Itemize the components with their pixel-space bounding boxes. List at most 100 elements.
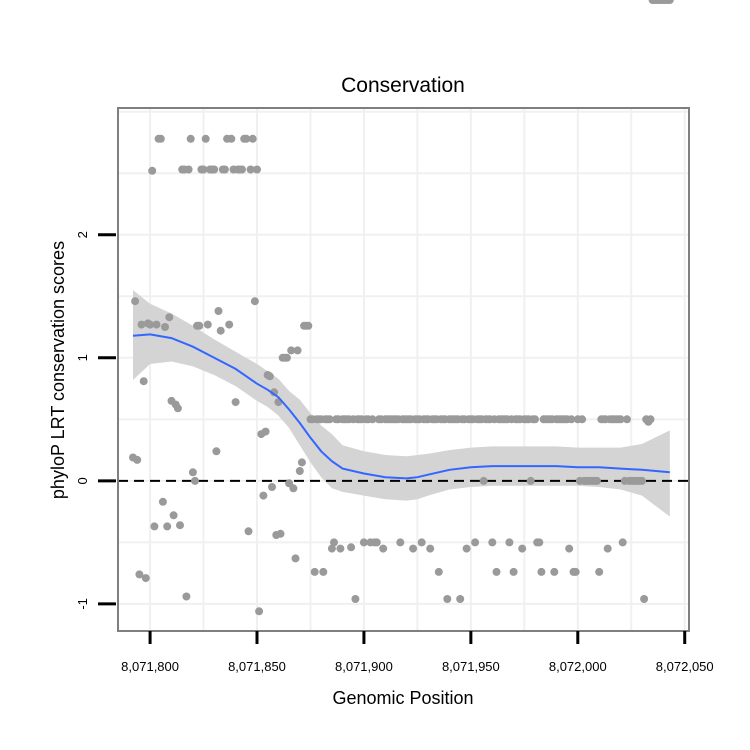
data-point (565, 544, 574, 553)
x-tick-label: 8,072,050 (656, 659, 714, 674)
data-point (567, 415, 576, 424)
data-point (173, 404, 182, 413)
x-tick-label: 8,072,000 (549, 659, 607, 674)
data-point (379, 544, 388, 553)
data-point (225, 320, 234, 329)
y-axis-title: phyloP LRT conservation scores (48, 241, 68, 499)
data-point (182, 592, 191, 601)
data-point (227, 134, 236, 143)
data-point (176, 521, 184, 530)
data-point (216, 326, 225, 335)
data-point (148, 166, 157, 175)
data-point (231, 398, 240, 407)
data-point (220, 165, 229, 174)
panel-border (117, 107, 690, 632)
data-point (426, 544, 435, 553)
data-point (537, 567, 546, 576)
data-point (417, 538, 426, 547)
data-point (434, 567, 443, 576)
x-tick-label: 8,071,800 (121, 659, 179, 674)
chart-title: Conservation (341, 74, 465, 97)
y-tick-label: 1 (75, 354, 90, 361)
y-axis: -1 0 1 2 (75, 231, 116, 610)
data-point (255, 607, 264, 616)
data-point (488, 538, 497, 547)
data-point (330, 538, 338, 547)
data-point (638, 476, 646, 485)
y-tick-label: 0 (75, 477, 90, 484)
data-point (336, 544, 345, 553)
data-point (270, 388, 279, 397)
data-point (135, 570, 144, 579)
data-point (640, 595, 649, 603)
x-tick-label: 8,071,900 (335, 659, 393, 674)
data-point (479, 476, 488, 485)
x-tick-label: 8,071,850 (228, 659, 286, 674)
x-axis-title: Genomic Position (332, 688, 473, 708)
data-point (212, 447, 221, 456)
data-point (325, 415, 334, 424)
data-point (268, 483, 276, 491)
data-point (462, 544, 471, 553)
data-point (282, 353, 291, 362)
data-point (146, 320, 155, 329)
data-point (509, 567, 518, 576)
data-point (169, 511, 178, 520)
data-point (319, 567, 328, 576)
data-point (409, 544, 418, 553)
data-point (518, 544, 527, 553)
data-point (210, 165, 219, 174)
data-point (261, 427, 270, 436)
x-tick-label: 8,071,950 (442, 659, 500, 674)
data-point (593, 476, 601, 485)
confidence-band-layer (133, 290, 670, 517)
data-point (578, 415, 587, 424)
data-point (246, 165, 255, 174)
data-point (359, 538, 368, 547)
data-points (129, 0, 674, 616)
x-axis: 8,071,800 8,071,850 8,071,900 8,071,950 8,07… (121, 631, 714, 674)
data-point (531, 415, 539, 424)
data-point (163, 522, 172, 531)
data-point (550, 567, 559, 576)
data-point (259, 491, 268, 500)
confidence-band (133, 290, 670, 517)
data-point (158, 497, 167, 506)
data-point (310, 567, 319, 576)
data-point (133, 455, 142, 464)
data-point (368, 415, 377, 424)
data-point (297, 458, 306, 467)
data-point (199, 165, 208, 174)
data-point (188, 468, 197, 477)
data-point (152, 320, 161, 329)
data-point (265, 372, 274, 381)
data-point (244, 527, 253, 536)
data-point (165, 313, 174, 322)
data-point (616, 415, 625, 424)
data-point (351, 595, 360, 603)
smooth-line-layer (132, 333, 670, 480)
y-tick-label: 2 (75, 231, 90, 238)
data-point (276, 529, 285, 538)
data-point (248, 134, 257, 143)
data-point (571, 567, 580, 576)
data-point (471, 538, 480, 547)
data-point (295, 467, 304, 475)
data-point (161, 323, 169, 331)
data-point (492, 567, 501, 576)
data-point (618, 538, 627, 547)
data-point (526, 476, 535, 485)
data-point (139, 377, 148, 386)
data-point (372, 538, 381, 547)
data-point (242, 134, 251, 143)
data-point (137, 320, 146, 329)
data-point (623, 415, 631, 424)
data-point (603, 544, 612, 553)
data-point (327, 544, 336, 553)
data-point (535, 538, 544, 547)
y-tick-label: -1 (75, 598, 90, 610)
data-point (156, 134, 165, 143)
data-point (250, 297, 259, 306)
data-point (184, 165, 193, 174)
